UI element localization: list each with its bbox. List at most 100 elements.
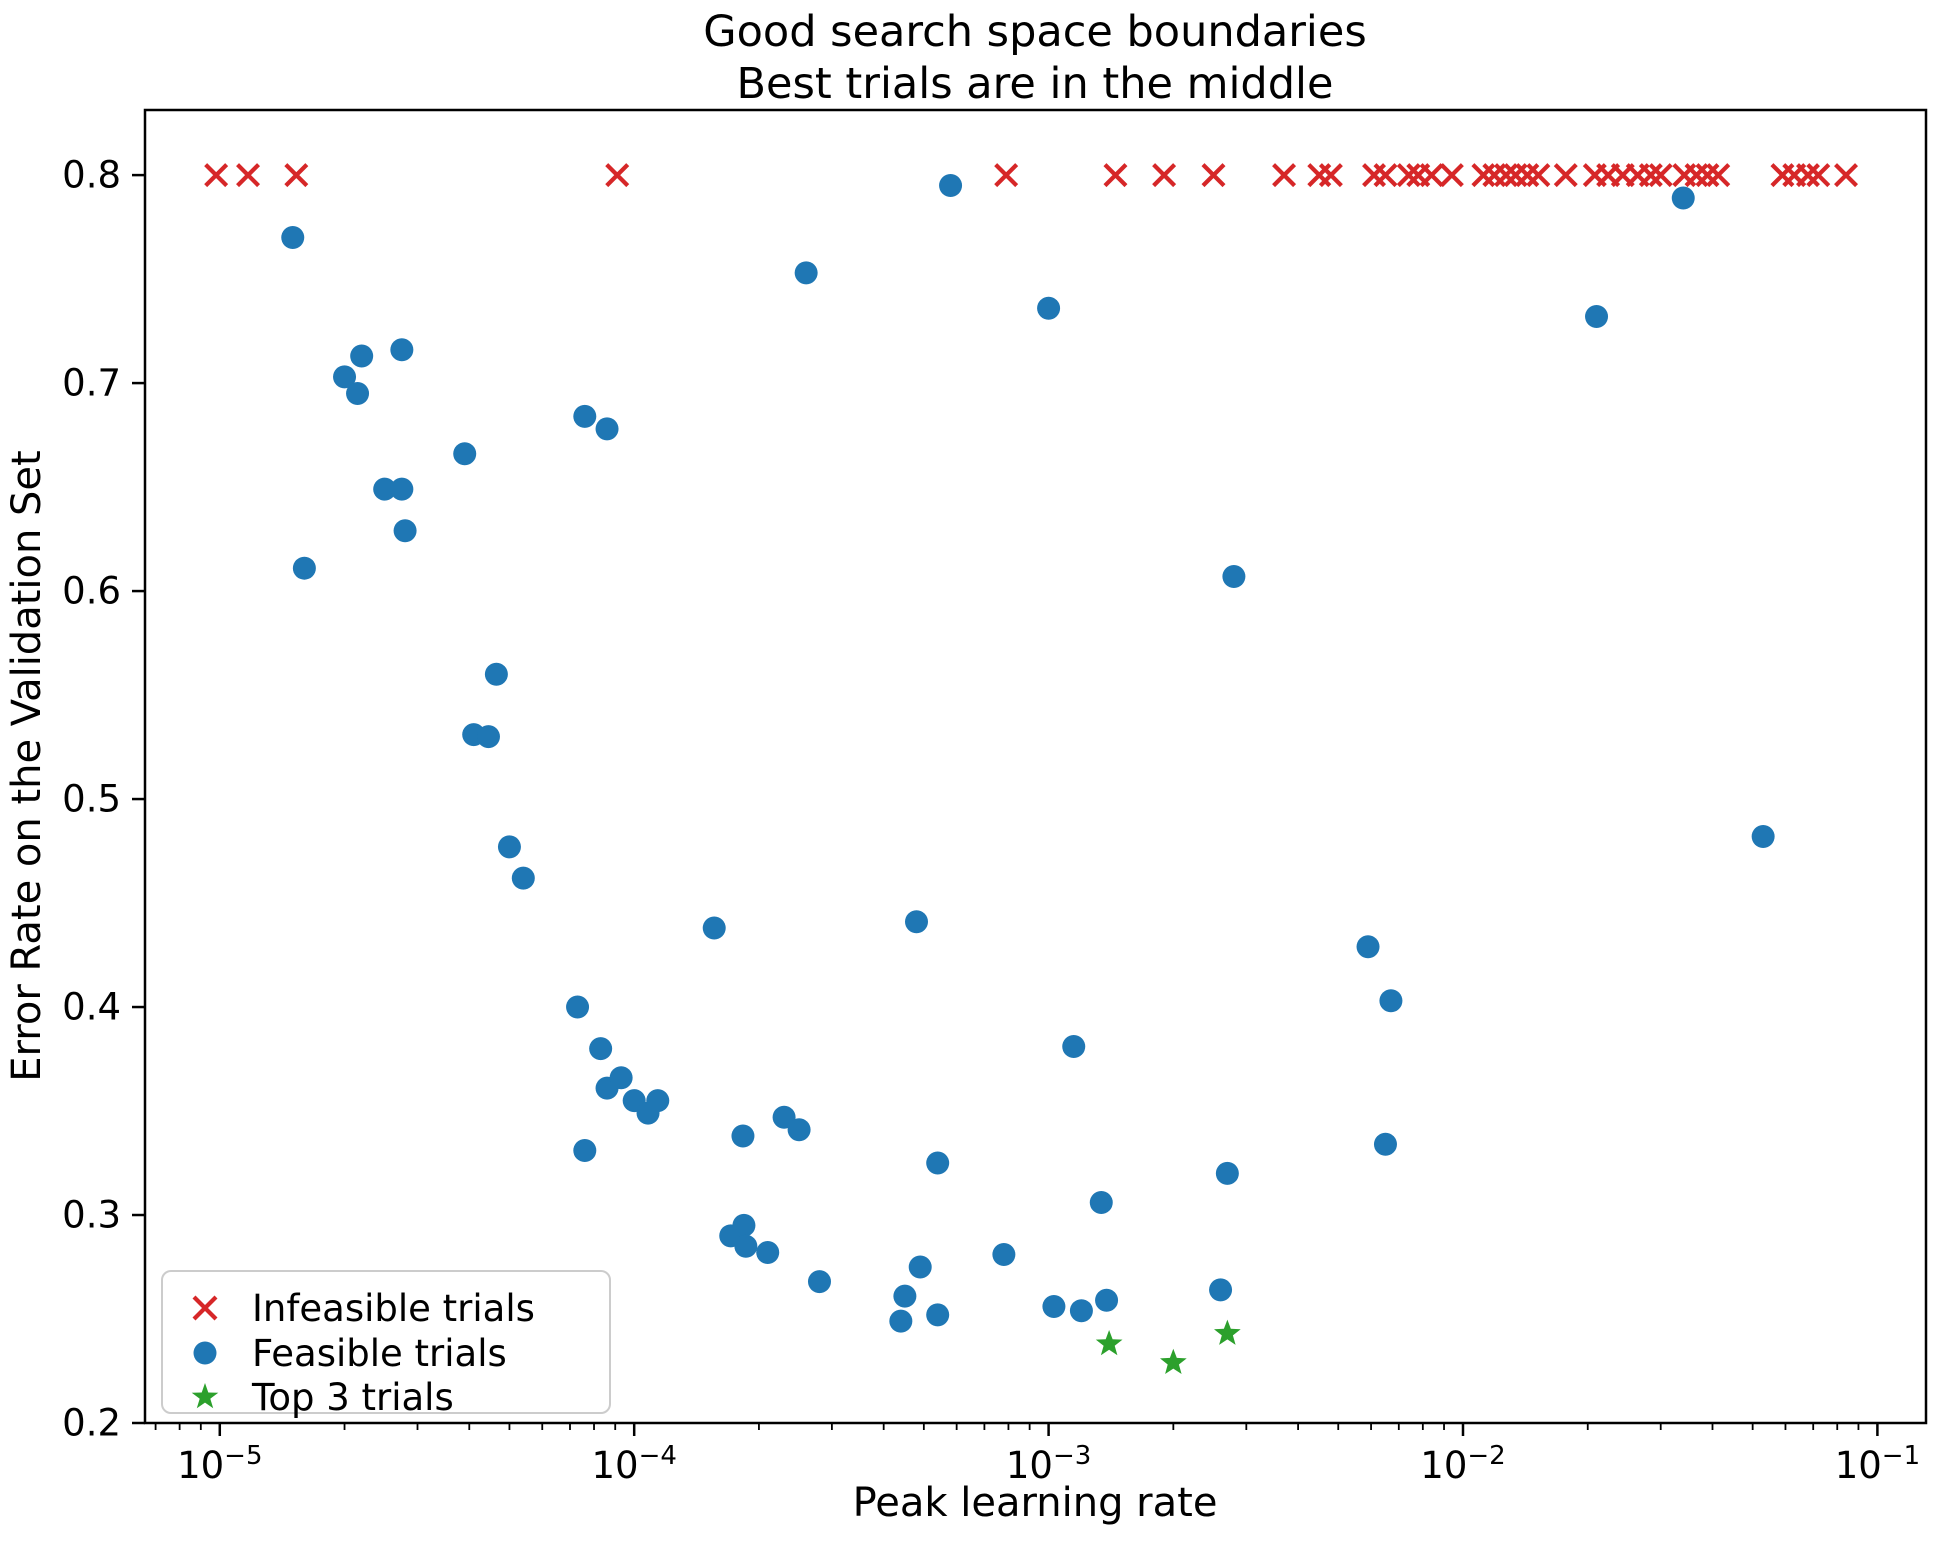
feasible-marker bbox=[1042, 1295, 1066, 1319]
feasible-marker bbox=[1095, 1288, 1119, 1312]
x-tick-label: 10−1 bbox=[1835, 1441, 1920, 1487]
chart-subtitle: Best trials are in the middle bbox=[737, 59, 1334, 109]
infeasible-marker bbox=[1796, 163, 1820, 188]
top3-marker bbox=[1214, 1319, 1241, 1345]
infeasible-marker bbox=[1373, 163, 1398, 188]
feasible-marker bbox=[1379, 989, 1403, 1013]
x-marker-icon bbox=[192, 1295, 218, 1321]
legend-label-feasible: Feasible trials bbox=[252, 1332, 507, 1375]
feasible-marker bbox=[333, 365, 357, 389]
y-axis-label: Error Rate on the Validation Set bbox=[4, 450, 50, 1081]
infeasible-marker bbox=[605, 163, 630, 188]
feasible-marker bbox=[1373, 1132, 1397, 1156]
feasible-marker bbox=[646, 1089, 670, 1113]
feasible-marker bbox=[1222, 565, 1246, 589]
infeasible-marker bbox=[994, 163, 1019, 188]
feasible-marker bbox=[476, 725, 500, 749]
feasible-marker bbox=[1069, 1299, 1093, 1323]
x-tick-label: 10−5 bbox=[177, 1441, 262, 1487]
feasible-marker bbox=[756, 1240, 780, 1264]
infeasible-marker bbox=[1471, 163, 1496, 188]
feasible-marker bbox=[702, 916, 726, 940]
infeasible-marker bbox=[1515, 163, 1540, 188]
y-tick-label: 0.4 bbox=[62, 986, 121, 1029]
feasible-marker bbox=[794, 261, 818, 285]
axes: 10−5 10−4 10−3 10−2 10−1 0.2 0.3 0.4 0.5 0.6 0.7 0.… bbox=[62, 108, 1928, 1487]
feasible-marker bbox=[734, 1234, 758, 1258]
feasible-marker bbox=[908, 1255, 932, 1279]
infeasible-marker bbox=[236, 163, 261, 188]
infeasible-marker bbox=[1695, 163, 1720, 188]
infeasible-marker bbox=[1706, 163, 1731, 188]
y-tick-label: 0.3 bbox=[62, 1194, 121, 1237]
feasible-marker bbox=[566, 995, 590, 1019]
infeasible-marker bbox=[1103, 163, 1128, 188]
infeasible-marker bbox=[1272, 163, 1297, 188]
feasible-marker bbox=[889, 1309, 913, 1333]
x-tick-label: 10−2 bbox=[1420, 1441, 1505, 1487]
infeasible-marker bbox=[1482, 163, 1507, 188]
infeasible-marker bbox=[1638, 163, 1663, 188]
feasible-marker bbox=[350, 344, 374, 368]
feasible-marker bbox=[484, 662, 508, 686]
feasible-marker bbox=[904, 910, 928, 934]
feasible-marker bbox=[992, 1243, 1016, 1267]
infeasible-marker bbox=[1201, 163, 1226, 188]
infeasible-marker bbox=[1834, 163, 1859, 188]
infeasible-marker bbox=[1152, 163, 1177, 188]
feasible-marker bbox=[595, 417, 619, 441]
x-axis-label: Peak learning rate bbox=[853, 1480, 1218, 1526]
feasible-marker bbox=[1356, 935, 1380, 959]
infeasible-marker bbox=[204, 163, 229, 188]
feasible-marker bbox=[390, 477, 414, 501]
infeasible-marker bbox=[1553, 163, 1578, 188]
legend-box bbox=[161, 1270, 611, 1414]
feasible-marker bbox=[373, 477, 397, 501]
feasible-marker bbox=[393, 519, 417, 543]
infeasible-marker bbox=[1318, 163, 1343, 188]
top3-marker bbox=[1160, 1348, 1187, 1374]
feasible-marker bbox=[1062, 1035, 1086, 1059]
infeasible-marker bbox=[1494, 163, 1518, 188]
infeasible-marker bbox=[1648, 163, 1673, 188]
feasible-marker bbox=[281, 225, 305, 249]
circle-marker-icon bbox=[193, 1341, 217, 1365]
infeasible-marker bbox=[1419, 163, 1444, 188]
feasible-marker bbox=[893, 1284, 917, 1308]
feasible-points bbox=[281, 173, 1775, 1333]
legend-entry-top3: Top 3 trials bbox=[191, 1376, 454, 1419]
chart-title: Good search space boundaries bbox=[703, 7, 1366, 57]
legend-label-infeasible: Infeasible trials bbox=[252, 1287, 535, 1330]
feasible-marker bbox=[939, 173, 963, 197]
feasible-marker bbox=[1089, 1191, 1113, 1215]
feasible-marker bbox=[926, 1151, 950, 1175]
infeasible-points bbox=[204, 163, 1859, 188]
infeasible-marker bbox=[1362, 163, 1387, 188]
feasible-marker bbox=[346, 381, 370, 405]
legend-entry-feasible: Feasible trials bbox=[193, 1332, 507, 1375]
feasible-marker bbox=[609, 1066, 633, 1090]
feasible-marker bbox=[926, 1303, 950, 1327]
infeasible-marker bbox=[1806, 163, 1831, 188]
legend-entry-infeasible: Infeasible trials bbox=[192, 1287, 535, 1330]
feasible-marker bbox=[1037, 296, 1061, 320]
top3-marker bbox=[1095, 1330, 1123, 1356]
feasible-marker bbox=[453, 442, 477, 466]
infeasible-marker bbox=[1684, 163, 1709, 188]
infeasible-marker bbox=[1526, 163, 1551, 188]
feasible-marker bbox=[807, 1270, 831, 1294]
x-tick-label: 10−3 bbox=[1006, 1441, 1091, 1487]
infeasible-marker bbox=[1439, 163, 1464, 188]
top3-points bbox=[1095, 1319, 1241, 1374]
legend: Infeasible trials Feasible trials Top 3 … bbox=[161, 1270, 611, 1419]
y-tick-label: 0.2 bbox=[62, 1402, 121, 1445]
feasible-marker bbox=[1751, 824, 1775, 848]
feasible-marker bbox=[573, 404, 597, 428]
infeasible-marker bbox=[284, 163, 309, 188]
data-points bbox=[204, 163, 1859, 1374]
feasible-marker bbox=[1585, 305, 1609, 329]
feasible-marker bbox=[511, 866, 535, 890]
x-tick-label: 10−4 bbox=[591, 1441, 676, 1487]
